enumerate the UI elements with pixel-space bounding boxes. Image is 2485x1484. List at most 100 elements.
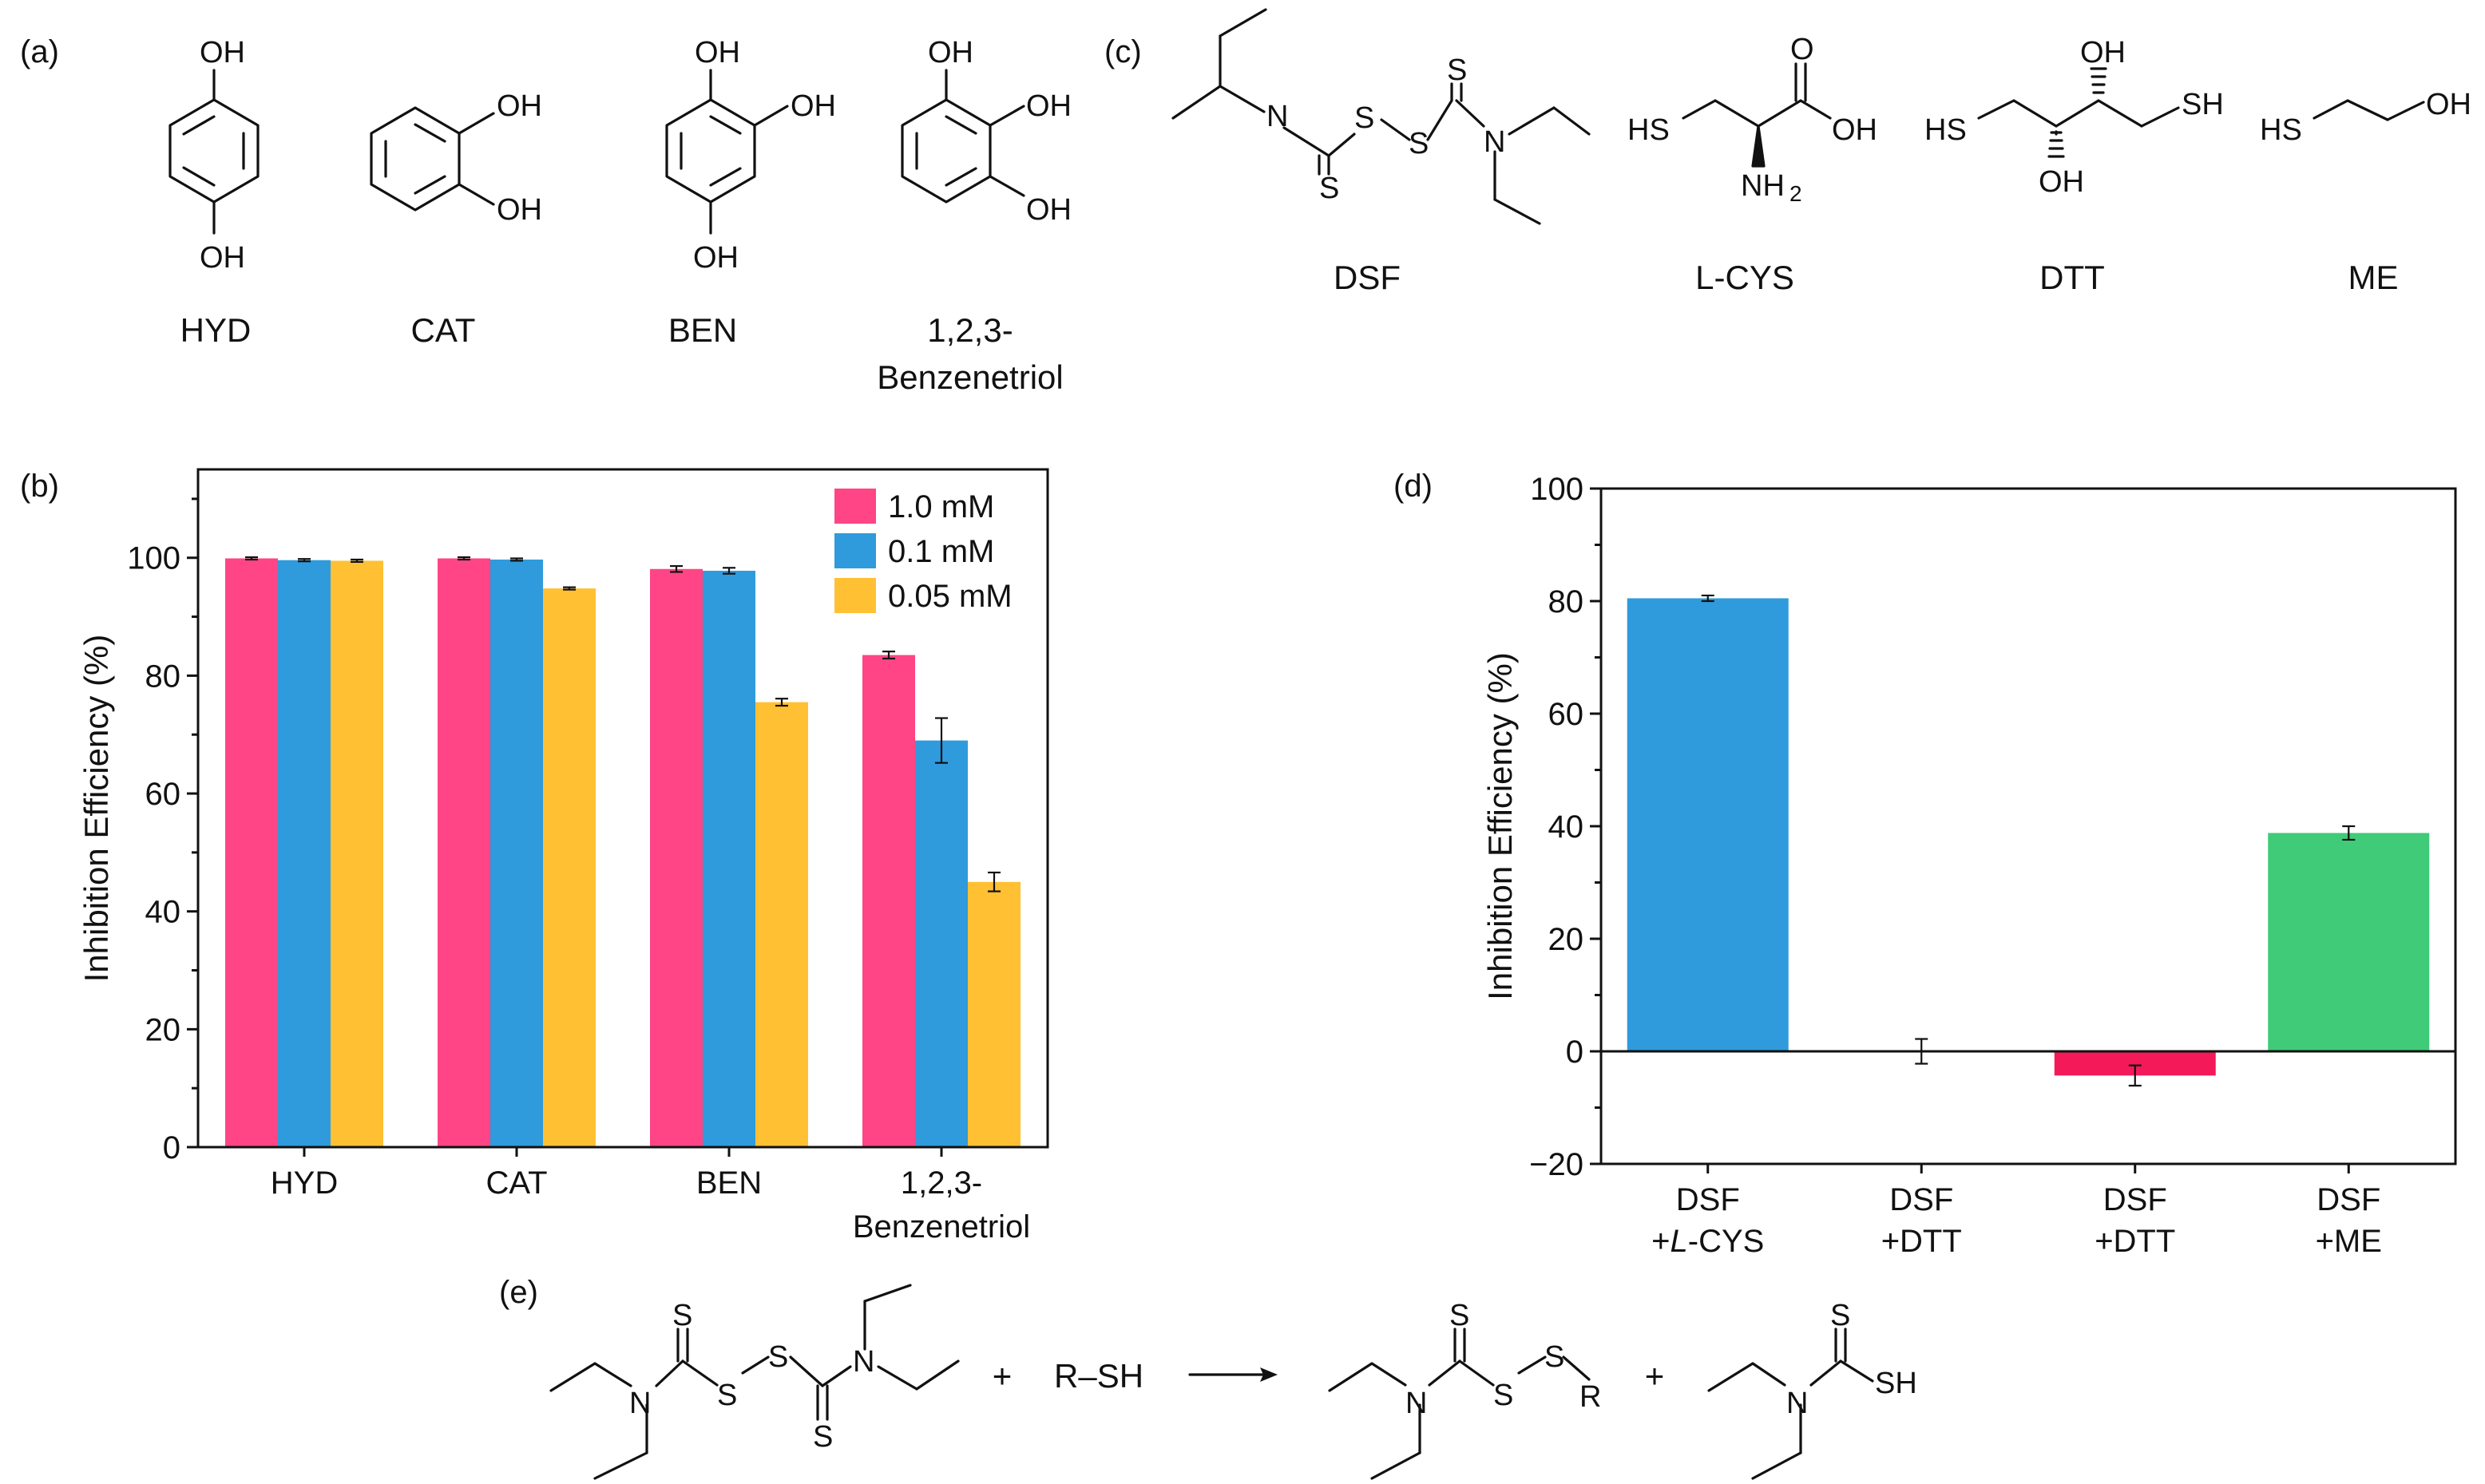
reaction-product1-r: R xyxy=(1579,1380,1601,1414)
reaction-dsf-n2: N xyxy=(853,1345,874,1379)
dsf-s1: S xyxy=(1354,101,1374,135)
ytick-label-b-100: 100 xyxy=(127,541,180,576)
reaction-product1-bonds xyxy=(1328,1328,1591,1480)
l-cys-nh: NH xyxy=(1741,169,1785,203)
reaction-dsf-s2: S xyxy=(768,1340,788,1374)
bar-b-2-1 xyxy=(703,570,755,1147)
bar-b-1-1 xyxy=(490,559,543,1147)
reaction-dsf-n1: N xyxy=(629,1387,651,1420)
reaction-product2-bonds xyxy=(1707,1328,1874,1480)
structure-dtt: HS OH OH SH DTT xyxy=(1924,36,2224,296)
xtick-label-d-0-1: +L-CYS xyxy=(1651,1224,1764,1259)
dsf-n1: N xyxy=(1266,100,1288,133)
bar-b-0-0 xyxy=(225,558,278,1147)
dtt-oh-bottom: OH xyxy=(2039,165,2084,199)
ytick-label-d-0: −20 xyxy=(1529,1147,1583,1182)
dtt-hs: HS xyxy=(1924,113,1967,147)
bar-b-0-2 xyxy=(331,560,383,1147)
legend-label-b-1: 0.1 mM xyxy=(888,534,994,569)
reaction-product1-s2: S xyxy=(1544,1340,1564,1374)
hyd-oh-top: OH xyxy=(200,36,245,69)
error-bar-b-0-0 xyxy=(245,556,258,561)
error-bar-d-3 xyxy=(2342,825,2356,841)
me-bonds xyxy=(2313,99,2425,121)
reaction-product2-s-thione: S xyxy=(1830,1299,1850,1332)
error-bar-b-1-1 xyxy=(510,557,523,562)
error-bar-b-2-0 xyxy=(670,564,683,573)
legend-swatch-b-2 xyxy=(834,578,876,613)
benzenetriol-oh-3: OH xyxy=(1026,193,1072,227)
l-cys-hs: HS xyxy=(1627,113,1670,147)
reaction-dsf-s-thione2: S xyxy=(813,1420,833,1454)
panel-label-e: (e) xyxy=(499,1275,538,1310)
cat-ring xyxy=(370,106,495,212)
chart-d-dsf-thiol-inhibition: DSF +L-CYS DSF +DTT DSF +DTT DSF +ME −20 0 20 40 60 8… xyxy=(1481,472,2457,1259)
reaction-dsf-s-thione1: S xyxy=(672,1299,692,1332)
reaction-arrow xyxy=(1188,1367,1278,1382)
xtick-label-d-3-0: DSF xyxy=(2317,1182,2380,1217)
error-bar-b-3-1 xyxy=(935,717,948,764)
cat-oh-1: OH xyxy=(497,89,542,123)
l-cys-o: O xyxy=(1790,33,1814,66)
reaction-scheme: N S S S S N + R–SH N S S S R + xyxy=(549,1284,1917,1480)
bar-d-3 xyxy=(2268,833,2430,1051)
ytick-label-b-20: 20 xyxy=(145,1012,181,1047)
bar-b-1-0 xyxy=(438,558,490,1147)
ben-oh-2: OH xyxy=(791,89,836,123)
xtick-label-b-0-0: HYD xyxy=(271,1165,338,1201)
reaction-product2-n: N xyxy=(1786,1387,1808,1420)
label-ben: BEN xyxy=(668,311,737,349)
me-oh: OH xyxy=(2426,88,2471,121)
dsf-bonds xyxy=(1171,8,1591,225)
reaction-reagent-rsh: R–SH xyxy=(1054,1357,1143,1395)
l-cys-bonds xyxy=(1682,62,1832,168)
ben-ring xyxy=(665,69,789,235)
label-cat: CAT xyxy=(411,311,476,349)
panel-label-c: (c) xyxy=(1104,34,1142,69)
structure-ben: OH OH OH BEN xyxy=(665,36,836,349)
dsf-n2: N xyxy=(1484,125,1505,159)
xtick-label-d-1-0: DSF xyxy=(1889,1182,1953,1217)
panel-label-b: (b) xyxy=(20,469,59,504)
hyd-oh-bottom: OH xyxy=(200,241,245,275)
l-cys-nh-subscript: 2 xyxy=(1789,181,1802,206)
bar-d-0 xyxy=(1627,598,1789,1051)
label-hyd: HYD xyxy=(180,311,252,349)
legend-b: 1.0 mM 0.1 mM 0.05 mM xyxy=(834,489,1013,614)
bar-b-2-2 xyxy=(755,702,808,1147)
xtick-label-d-3-1: +ME xyxy=(2316,1224,2382,1259)
reaction-product2-sh: SH xyxy=(1875,1367,1917,1400)
structure-l-cys: HS O OH NH 2 L-CYS xyxy=(1627,33,1877,296)
xtick-label-d-2-0: DSF xyxy=(2103,1182,2167,1217)
bar-b-3-1 xyxy=(915,740,968,1147)
panel-label-a: (a) xyxy=(20,34,59,69)
error-bar-d-2 xyxy=(2128,1064,2142,1087)
bar-b-3-0 xyxy=(862,655,915,1147)
dsf-s-thione2: S xyxy=(1447,53,1467,87)
label-benzenetriol-line1: 1,2,3- xyxy=(927,311,1013,349)
ben-oh-3: OH xyxy=(693,241,739,275)
structure-hyd: OH OH HYD xyxy=(168,36,260,349)
bar-b-3-2 xyxy=(968,881,1021,1147)
benzenetriol-ring xyxy=(901,69,1025,204)
error-bar-b-3-0 xyxy=(882,651,895,660)
error-bar-b-1-0 xyxy=(458,556,470,561)
legend-label-b-0: 1.0 mM xyxy=(888,489,994,524)
reaction-product1-s1: S xyxy=(1493,1379,1513,1412)
ytick-label-d-2: 20 xyxy=(1548,922,1584,957)
ytick-label-d-1: 0 xyxy=(1566,1035,1583,1070)
error-bar-d-0 xyxy=(1701,594,1714,603)
xtick-label-d-1-1: +DTT xyxy=(1881,1224,1962,1259)
xtick-label-b-1-0: CAT xyxy=(486,1165,547,1201)
ytick-label-b-0: 0 xyxy=(163,1130,180,1165)
label-me: ME xyxy=(2348,259,2399,296)
ytick-label-b-80: 80 xyxy=(145,659,181,694)
ylabel-b: Inhibition Efficiency (%) xyxy=(77,635,115,983)
xtick-label-b-2-0: BEN xyxy=(696,1165,762,1201)
bar-b-2-0 xyxy=(650,568,703,1147)
label-dsf: DSF xyxy=(1334,259,1401,296)
legend-swatch-b-0 xyxy=(834,489,876,524)
dsf-s2: S xyxy=(1409,127,1429,160)
xtick-label-b-3-1: Benzenetriol xyxy=(853,1209,1030,1245)
